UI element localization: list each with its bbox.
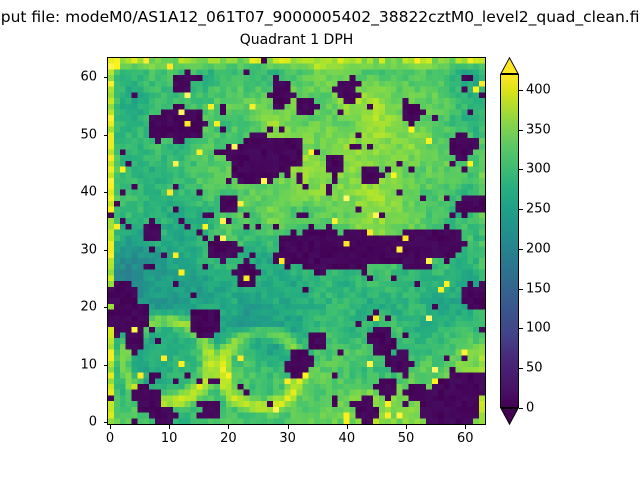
colorbar-tick-mark: [519, 408, 523, 409]
y-tick-mark: [103, 134, 107, 136]
x-tick-mark: [169, 425, 171, 429]
y-tick-mark: [103, 77, 107, 79]
y-tick-label: 60: [80, 69, 97, 85]
y-tick-mark: [103, 307, 107, 309]
x-tick-mark: [465, 425, 467, 429]
y-tick-label: 20: [80, 299, 97, 315]
colorbar-tick-label: 50: [526, 360, 543, 376]
x-tick-mark: [287, 425, 289, 429]
heatmap-axes[interactable]: [107, 57, 486, 425]
colorbar-tick-label: 200: [526, 241, 551, 257]
x-tick-mark: [228, 425, 230, 429]
x-tick-label: 10: [160, 431, 178, 446]
x-tick-mark: [406, 425, 408, 429]
colorbar-tick-label: 100: [526, 320, 551, 336]
colorbar-tick-mark: [519, 89, 523, 91]
suptitle-text: Input file: modeM0/AS1A12_061T07_9000005…: [0, 8, 640, 26]
colorbar-extend-top-icon: [500, 56, 519, 74]
x-tick-label: 30: [279, 431, 296, 446]
x-tick-label: 50: [397, 431, 415, 446]
colorbar-tick-mark: [519, 248, 523, 250]
x-tick-label: 20: [220, 431, 237, 446]
colorbar-tick-label: 150: [526, 281, 551, 297]
colorbar-tick-label: 250: [526, 201, 551, 217]
colorbar-tick-mark: [519, 169, 523, 171]
y-tick-label: 30: [80, 242, 97, 258]
y-tick-label: 40: [80, 184, 97, 200]
axes-title: Quadrant 1 DPH: [239, 32, 354, 48]
x-tick-label: 60: [456, 431, 474, 446]
x-tick-label: 0: [105, 431, 115, 446]
colorbar-tick-mark: [519, 209, 523, 211]
colorbar-tick-label: 400: [526, 82, 551, 98]
heatmap-image: [108, 58, 485, 424]
y-tick-label: 10: [80, 357, 97, 373]
colorbar-tick-label: 0: [526, 400, 535, 416]
colorbar-gradient: [500, 74, 519, 408]
colorbar-extend-bottom-icon: [500, 408, 519, 426]
colorbar[interactable]: 0 50 100 150 200 250 300 350 400: [500, 56, 551, 426]
colorbar-tick-mark: [519, 368, 523, 370]
x-tick-mark: [346, 425, 348, 429]
y-tick-label: 50: [80, 127, 97, 143]
colorbar-tick-mark: [519, 129, 523, 131]
suptitle-container: Input file: modeM0/AS1A12_061T07_9000005…: [0, 6, 640, 28]
x-tick-label: 40: [338, 431, 356, 446]
colorbar-tick-label: 300: [526, 161, 551, 177]
colorbar-tick-mark: [519, 328, 523, 330]
x-tick-mark: [109, 425, 111, 429]
y-tick-mark: [103, 249, 107, 251]
y-tick-mark: [103, 422, 107, 424]
colorbar-tick-label: 350: [526, 122, 551, 138]
y-tick-label: 0: [88, 414, 97, 430]
y-tick-mark: [103, 364, 107, 366]
y-tick-mark: [103, 192, 107, 194]
colorbar-tick-mark: [519, 288, 523, 290]
